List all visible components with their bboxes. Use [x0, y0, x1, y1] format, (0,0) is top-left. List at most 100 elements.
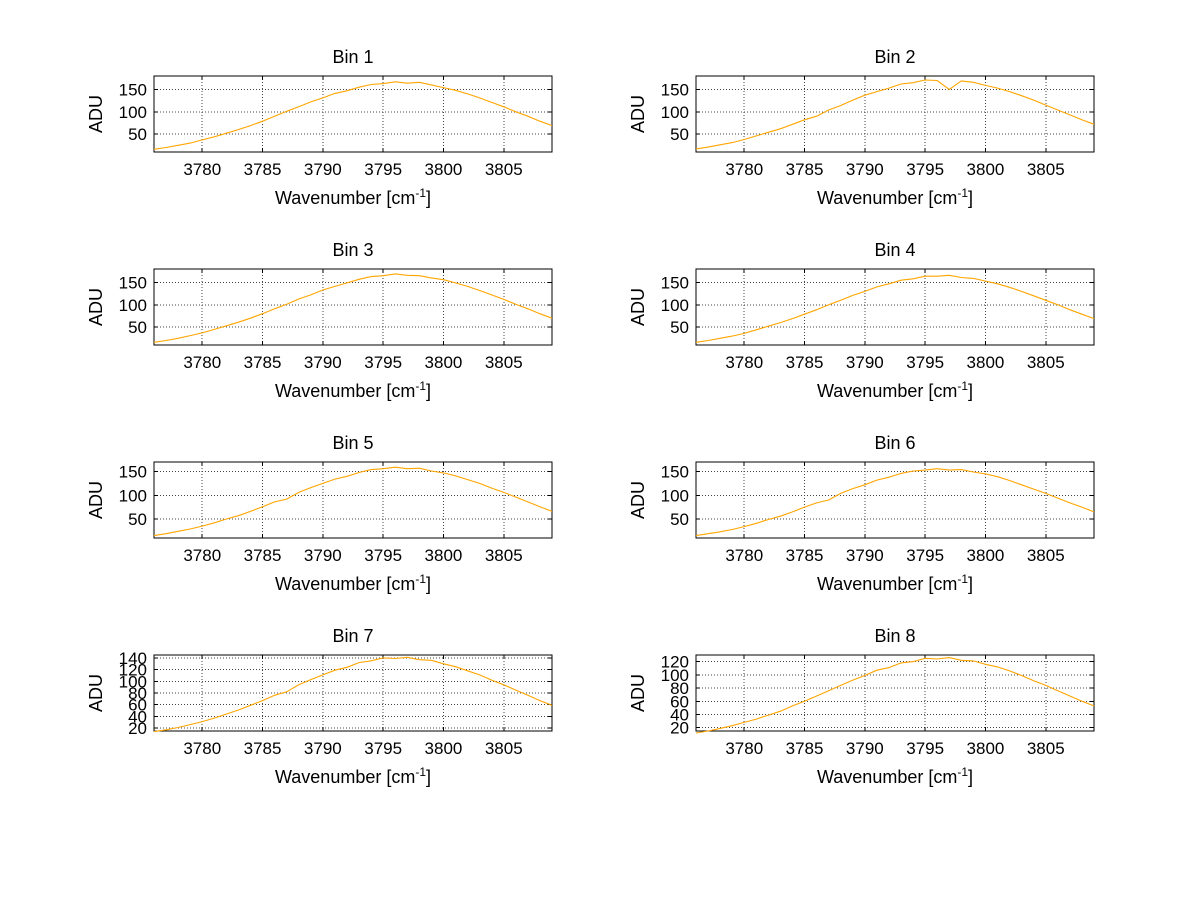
x-axis-label-bracket: ] [426, 767, 432, 787]
subplot-bin-2: Bin 2 3780 3785 3790 3795 3800 3805 50 100 150 AD… [628, 46, 1098, 209]
spectrum-curve [153, 81, 553, 150]
y-axis-label: ADU [628, 288, 648, 326]
plot-area-bin-4: 3780 3785 3790 3795 3800 3805 50 100 150 ADU [628, 268, 1095, 372]
y-tick-label: 150 [661, 273, 689, 292]
x-axis-label: Wavenumber [cm-1] [696, 379, 1094, 402]
x-axis-label: Wavenumber [cm-1] [154, 572, 552, 595]
y-tick-label: 100 [119, 672, 147, 691]
x-tick-label: 3805 [1027, 353, 1065, 372]
plot-area-bin-5: 3780 3785 3790 3795 3800 3805 50 100 150 ADU [86, 461, 553, 565]
x-tick-label: 3780 [725, 353, 763, 372]
x-tick-label: 3790 [304, 546, 342, 565]
x-tick-label: 3800 [425, 739, 463, 758]
x-tick-label: 3805 [1027, 546, 1065, 565]
x-tick-label: 3800 [425, 353, 463, 372]
x-tick-label: 3790 [304, 353, 342, 372]
axes-box [695, 75, 1095, 153]
spectrum-curve [695, 79, 1095, 150]
axes-box [153, 268, 553, 346]
x-axis-label-bracket: ] [426, 381, 432, 401]
subplot-title: Bin 5 [332, 433, 374, 453]
subplot-title: Bin 3 [332, 240, 374, 260]
plot-area-bin-2: 3780 3785 3790 3795 3800 3805 50 100 150 ADU [628, 75, 1095, 179]
x-tick-label: 3780 [725, 546, 763, 565]
y-tick-label: 100 [119, 103, 147, 122]
x-tick-label: 3780 [183, 160, 221, 179]
x-axis-label-superscript: -1 [957, 765, 969, 779]
y-tick-label: 150 [119, 273, 147, 292]
x-axis-label: Wavenumber [cm-1] [154, 765, 552, 788]
y-tick-label: 100 [661, 486, 689, 505]
x-tick-label: 3805 [485, 546, 523, 565]
y-axis-label: ADU [86, 95, 106, 133]
y-tick-label: 60 [670, 692, 689, 711]
x-tick-label: 3780 [725, 739, 763, 758]
x-axis-label-bracket: ] [426, 574, 432, 594]
axes-box [153, 461, 553, 539]
y-tick-label: 50 [128, 125, 147, 144]
y-axis-label: ADU [86, 481, 106, 519]
x-axis-label-text: Wavenumber [cm [816, 767, 958, 787]
x-tick-label: 3785 [244, 160, 282, 179]
y-tick-label: 50 [128, 510, 147, 529]
figure-grid: Bin 1 3780 3785 3790 3795 3800 3805 50 100 150 AD… [86, 46, 1098, 788]
x-tick-label: 3805 [485, 739, 523, 758]
y-tick-label: 150 [661, 463, 689, 482]
x-axis-label: Wavenumber [cm-1] [154, 379, 552, 402]
x-axis-label-superscript: -1 [957, 379, 969, 393]
x-axis-label-bracket: ] [968, 574, 974, 594]
x-tick-label: 3800 [967, 160, 1005, 179]
x-tick-label: 3785 [786, 546, 824, 565]
x-tick-label: 3800 [425, 160, 463, 179]
y-tick-label: 100 [661, 296, 689, 315]
subplot-bin-3: Bin 3 3780 3785 3790 3795 3800 3805 50 100 150 AD… [86, 239, 556, 402]
y-tick-label: 50 [670, 318, 689, 337]
spectrum-curve [153, 466, 553, 537]
axes-box [153, 75, 553, 153]
x-tick-label: 3805 [485, 160, 523, 179]
subplot-bin-6: Bin 6 3780 3785 3790 3795 3800 3805 50 100 150 AD… [628, 432, 1098, 595]
plot-area-bin-7: 3780 3785 3790 3795 3800 3805 2040608010012014… [86, 649, 553, 758]
y-tick-label: 40 [670, 705, 689, 724]
x-tick-label: 3795 [906, 160, 944, 179]
y-tick-label: 60 [128, 696, 147, 715]
x-tick-label: 3780 [725, 160, 763, 179]
x-axis-label-text: Wavenumber [cm [274, 381, 416, 401]
x-tick-label: 3785 [244, 739, 282, 758]
x-tick-label: 3790 [846, 739, 884, 758]
y-axis-label: ADU [628, 481, 648, 519]
x-axis-label-bracket: ] [426, 188, 432, 208]
x-axis-label-superscript: -1 [415, 572, 427, 586]
subplot-title: Bin 2 [874, 47, 916, 67]
x-axis-label-text: Wavenumber [cm [274, 574, 416, 594]
x-tick-label: 3795 [364, 160, 402, 179]
y-axis-label: ADU [628, 674, 648, 712]
spectrum-curve [153, 273, 553, 343]
x-axis-label: Wavenumber [cm-1] [696, 765, 1094, 788]
spectrum-curve [695, 657, 1095, 734]
x-axis-label-text: Wavenumber [cm [274, 188, 416, 208]
subplot-title: Bin 6 [874, 433, 916, 453]
x-tick-label: 3800 [967, 353, 1005, 372]
subplot-bin-8: Bin 8 3780 3785 3790 3795 3800 3805 20 40 60 80 10… [628, 625, 1098, 788]
subplot-title: Bin 7 [332, 626, 374, 646]
x-axis-label-superscript: -1 [957, 186, 969, 200]
y-tick-label: 80 [128, 684, 147, 703]
x-tick-label: 3785 [786, 739, 824, 758]
x-axis-label-text: Wavenumber [cm [816, 381, 958, 401]
x-tick-label: 3780 [183, 546, 221, 565]
x-tick-label: 3785 [786, 160, 824, 179]
subplot-title: Bin 1 [332, 47, 374, 67]
subplot-title: Bin 8 [874, 626, 916, 646]
x-axis-label: Wavenumber [cm-1] [154, 186, 552, 209]
plot-area-bin-1: 3780 3785 3790 3795 3800 3805 50 100 150 ADU [86, 75, 553, 179]
plot-area-bin-3: 3780 3785 3790 3795 3800 3805 50 100 150 ADU [86, 268, 553, 372]
subplot-bin-4: Bin 4 3780 3785 3790 3795 3800 3805 50 100 150 AD… [628, 239, 1098, 402]
axes-box [695, 654, 1095, 732]
x-tick-label: 3785 [244, 353, 282, 372]
x-axis-label-text: Wavenumber [cm [816, 574, 958, 594]
spectrum-curve [153, 656, 553, 733]
x-tick-label: 3780 [183, 353, 221, 372]
x-tick-label: 3790 [304, 739, 342, 758]
x-axis-label-superscript: -1 [957, 572, 969, 586]
